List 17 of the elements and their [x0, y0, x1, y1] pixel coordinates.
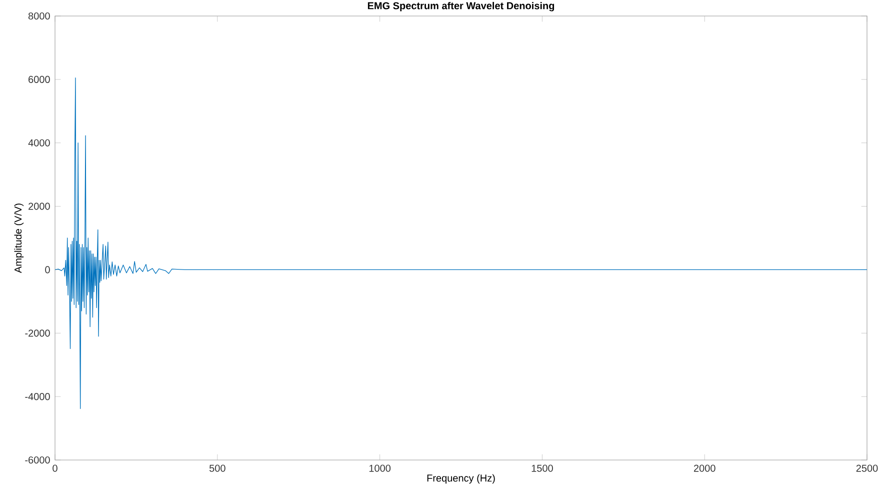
y-tick-label: 2000 [28, 202, 50, 210]
x-tick-label: 500 [209, 464, 226, 472]
x-axis-title: Frequency (Hz) [427, 474, 495, 484]
y-tick-label: 6000 [28, 76, 50, 83]
x-tick-label: 2000 [694, 464, 716, 472]
y-tick-label: -6000 [25, 456, 50, 464]
x-tick-label: 1500 [532, 464, 553, 472]
y-tick-label: -4000 [25, 393, 50, 400]
y-tick-label: 0 [45, 266, 50, 274]
x-tick-label: 1000 [369, 464, 391, 472]
x-tick-label: 0 [52, 464, 58, 472]
y-tick-label: 8000 [28, 12, 50, 20]
y-axis-title: Amplitude (V/V) [14, 204, 24, 273]
y-tick-label: -2000 [25, 330, 50, 337]
x-tick-label: 2500 [856, 464, 878, 472]
chart-title: EMG Spectrum after Wavelet Denoising [368, 2, 554, 12]
y-tick-label: 4000 [28, 139, 50, 146]
